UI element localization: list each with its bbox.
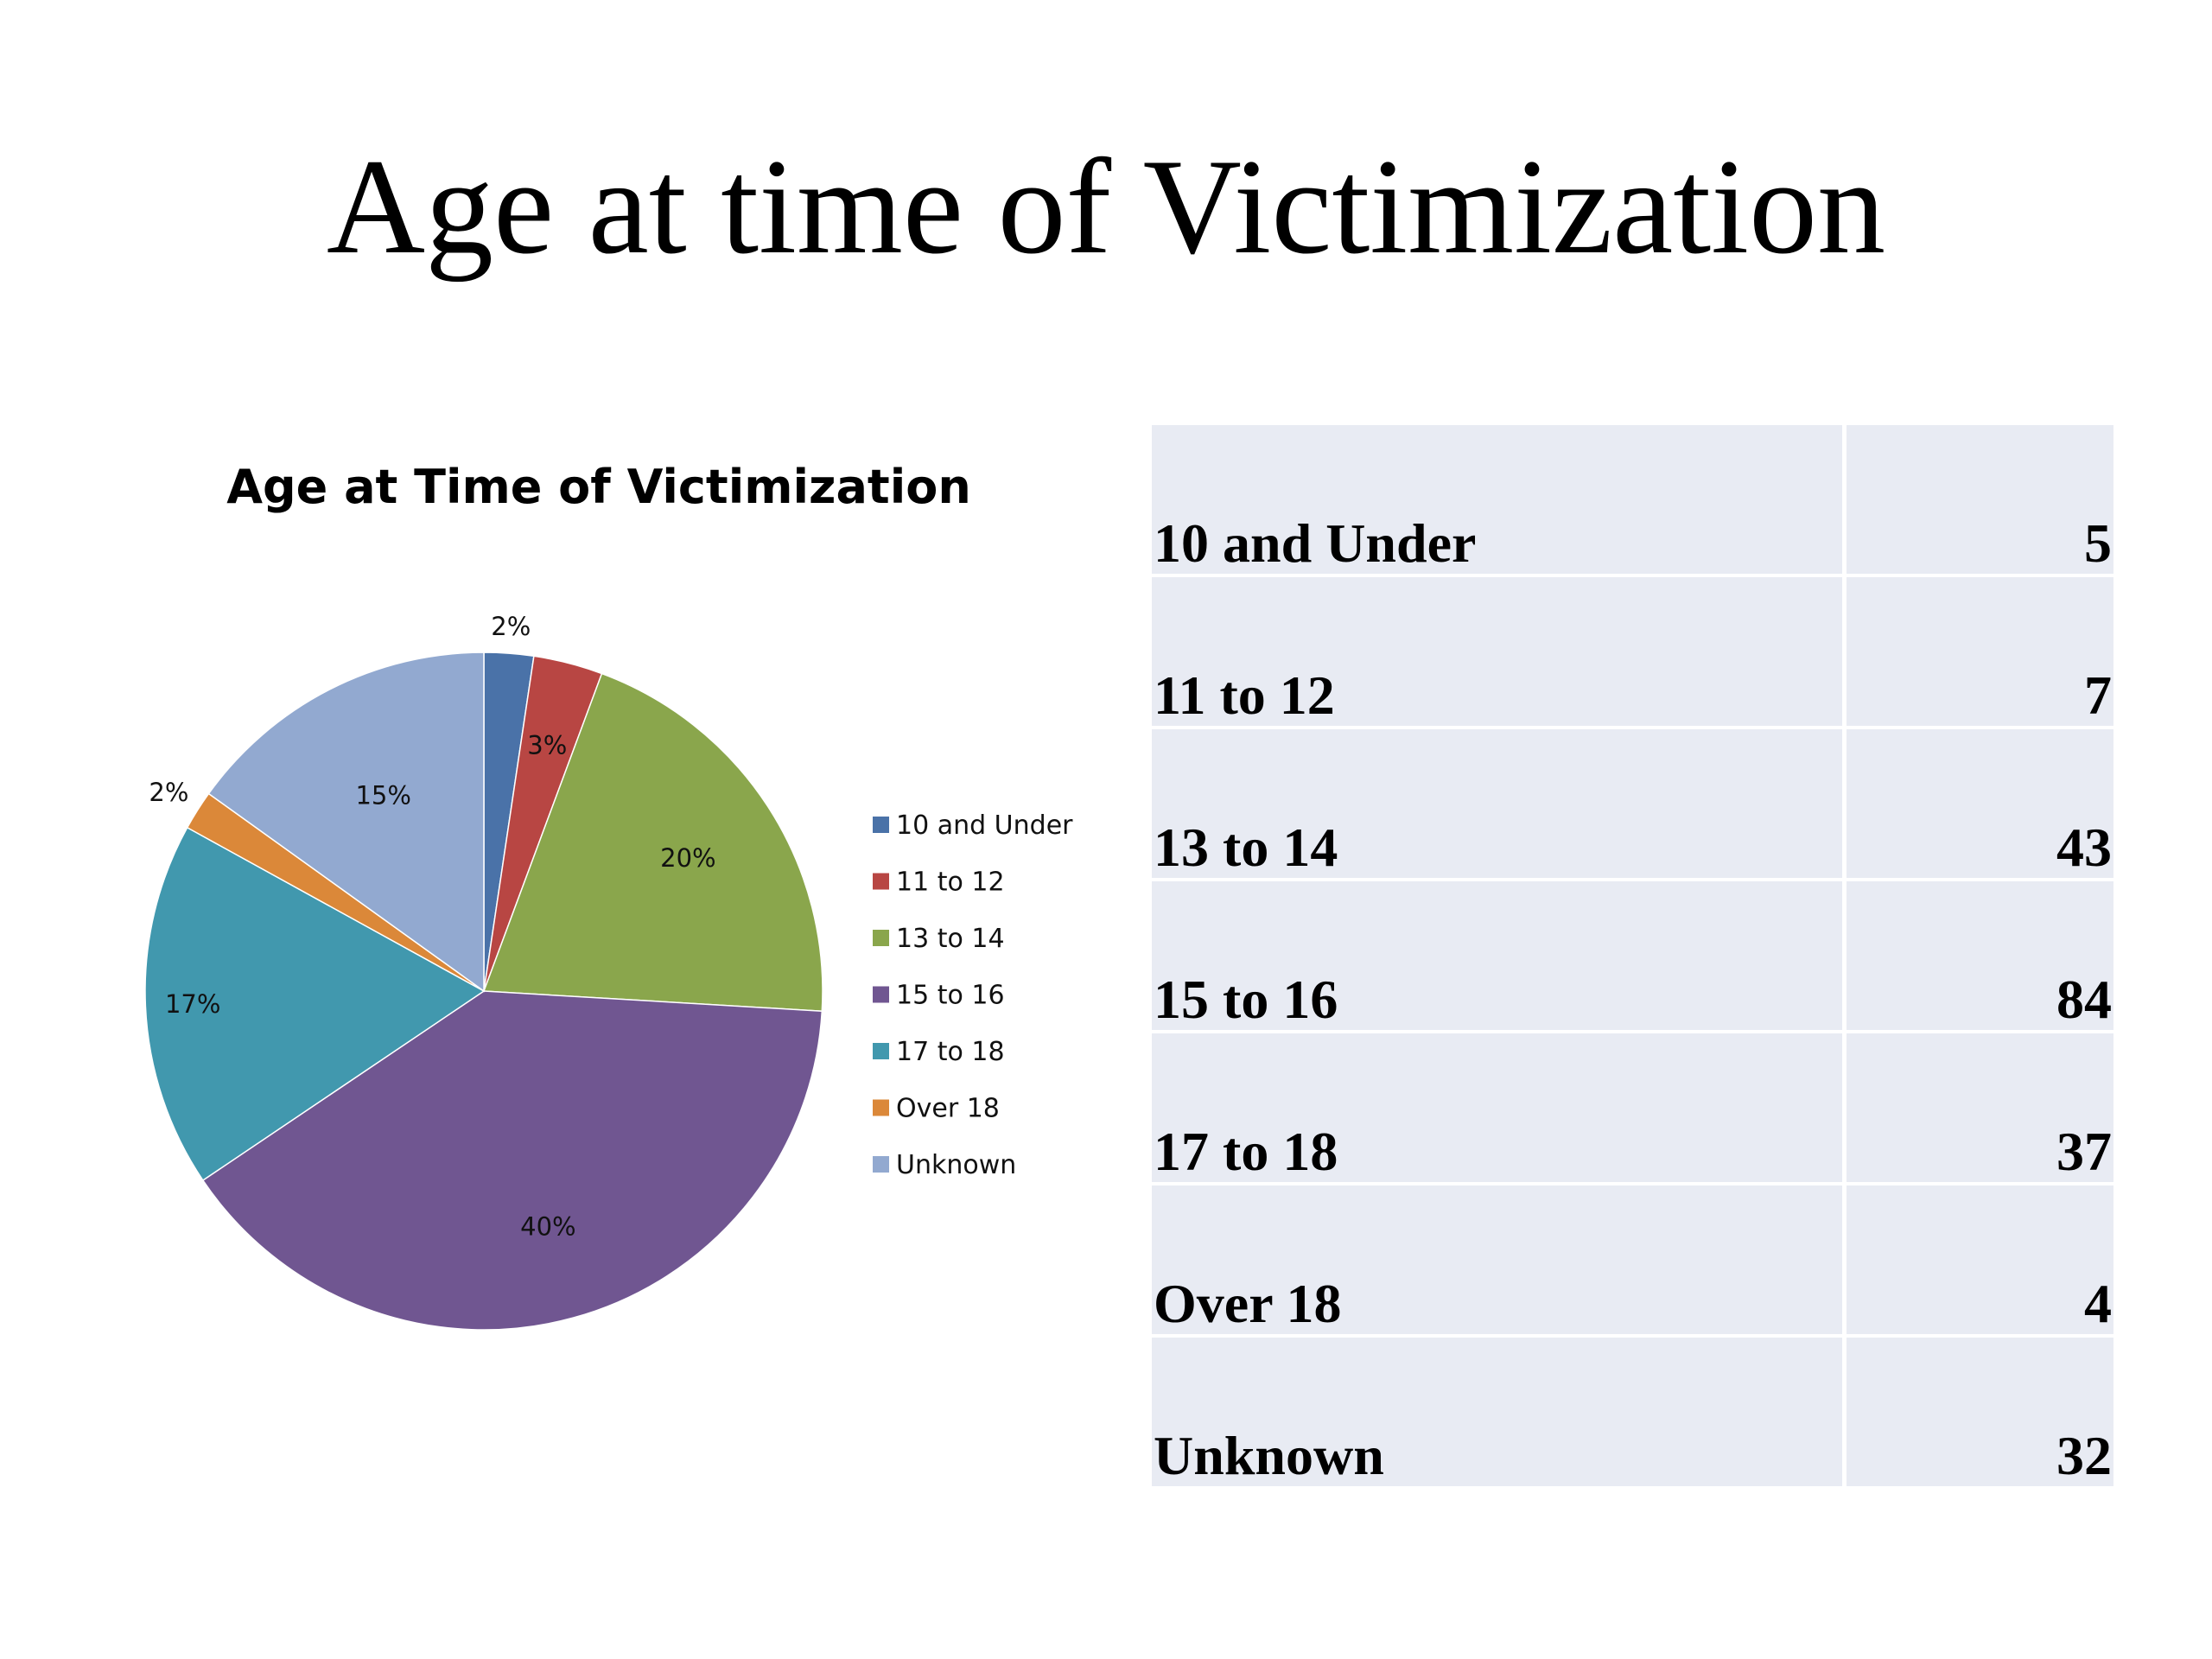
legend-label: 13 to 14 — [896, 924, 1005, 954]
row-label: 10 and Under — [1152, 425, 1847, 577]
legend-swatch — [873, 1043, 889, 1059]
pie-slice-unknown — [207, 652, 485, 993]
row-label: Unknown — [1152, 1336, 1847, 1490]
row-label: 15 to 16 — [1152, 880, 1847, 1033]
row-label: Over 18 — [1152, 1184, 1847, 1338]
legend-label: 15 to 16 — [896, 981, 1005, 1011]
age-count-table: 10 and Under 5 11 to 12 7 13 to 14 43 15 to 16… — [1152, 425, 2113, 1490]
pie-percent-label: 2% — [149, 778, 188, 807]
pie-slice-15-to-16 — [201, 990, 823, 1331]
row-label: 13 to 14 — [1152, 728, 1847, 881]
pie-percent-label: 15% — [355, 780, 410, 810]
table-row: 11 to 12 7 — [1152, 575, 2113, 729]
chart-legend: 10 and Under 11 to 12 13 to 14 15 to 16 17 t… — [873, 810, 1073, 1180]
table-row: 10 and Under 5 — [1152, 425, 2113, 577]
legend-label: Unknown — [896, 1150, 1016, 1180]
row-value: 84 — [1844, 880, 2113, 1033]
row-value: 4 — [1844, 1184, 2113, 1338]
pie-percent-label: 2% — [491, 612, 531, 641]
chart-title: Age at Time of Victimization — [226, 460, 971, 514]
legend-label: 11 to 12 — [896, 868, 1005, 898]
pie-slice-17-to-18 — [144, 826, 486, 1182]
pie-percent-label: 3% — [527, 730, 567, 760]
legend-swatch — [873, 817, 889, 833]
legend-swatch — [873, 873, 889, 890]
table-row: Over 18 4 — [1152, 1184, 2113, 1338]
row-value: 7 — [1844, 575, 2113, 729]
row-label: 11 to 12 — [1152, 575, 1847, 729]
legend-label: Over 18 — [896, 1094, 1000, 1124]
row-value: 5 — [1844, 425, 2113, 577]
row-label: 17 to 18 — [1152, 1032, 1847, 1185]
row-value: 37 — [1844, 1032, 2113, 1185]
pie-percent-label: 17% — [165, 989, 220, 1019]
pie-percent-label: 40% — [520, 1211, 575, 1241]
pie-slices — [144, 652, 823, 1331]
pie-percent-labels: 2% 3% 20% 40% 17% 2% 15% — [149, 612, 715, 1242]
table-row: 17 to 18 37 — [1152, 1032, 2113, 1185]
legend-swatch — [873, 1156, 889, 1173]
legend-swatch — [873, 930, 889, 946]
pie-chart: Age at Time of Victimization 2% 3% 20% 40% 1… — [144, 460, 1073, 1331]
table-row: 15 to 16 84 — [1152, 880, 2113, 1033]
table-row: Unknown 32 — [1152, 1336, 2113, 1490]
pie-percent-label: 20% — [660, 843, 715, 873]
row-value: 32 — [1844, 1336, 2113, 1490]
slide-title: Age at time of Victimization — [326, 131, 1886, 283]
legend-swatch — [873, 1099, 889, 1116]
pie-slice-13-to-14 — [482, 672, 823, 1013]
legend-label: 17 to 18 — [896, 1037, 1005, 1067]
legend-swatch — [873, 986, 889, 1003]
table-row: 13 to 14 43 — [1152, 728, 2113, 881]
legend-label: 10 and Under — [896, 810, 1073, 841]
row-value: 43 — [1844, 728, 2113, 881]
